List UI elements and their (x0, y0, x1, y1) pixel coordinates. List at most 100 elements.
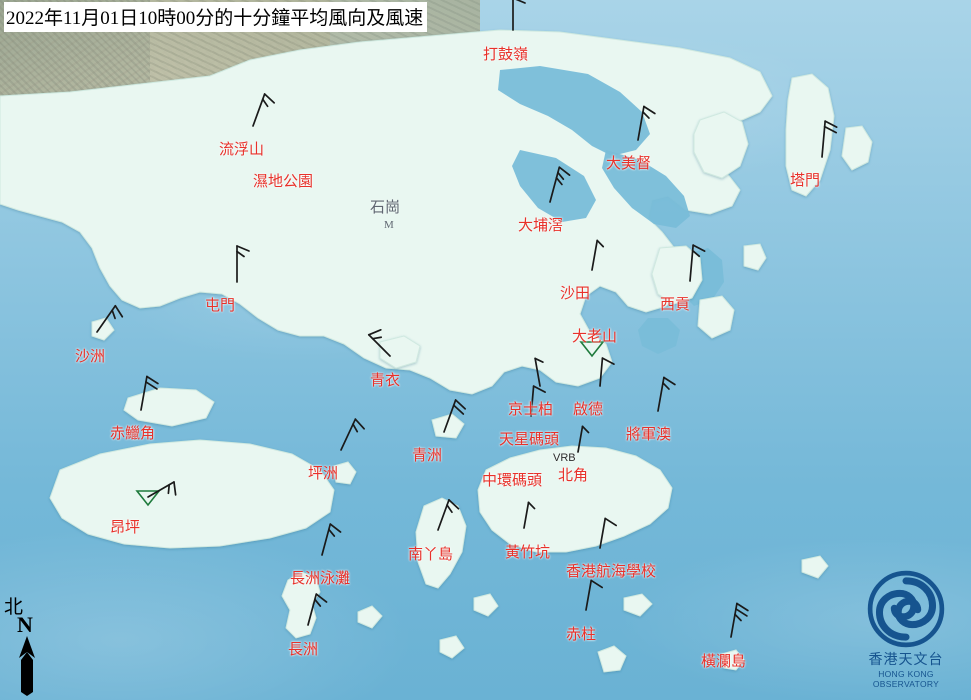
station-label-wetland-park: 濕地公園 (253, 174, 314, 190)
barb-full-feather (735, 608, 748, 617)
station-label-kings-park: 京士柏 (508, 402, 554, 418)
station-label-peng-chau: 坪洲 (308, 466, 339, 482)
barb-shaft (530, 385, 535, 417)
barb-full-feather (692, 244, 706, 253)
wind-barb-lau-fau-shan (252, 93, 276, 127)
barb-shaft (523, 501, 530, 529)
page-title: 2022年11月01日10時00分的十分鐘平均風向及風速 (4, 2, 428, 32)
barb-full-feather (146, 375, 159, 385)
barb-full-feather (824, 120, 838, 129)
wind-barb-star-ferry (530, 385, 546, 417)
barb-half-feather (527, 501, 536, 510)
barb-full-feather (263, 93, 276, 104)
wind-barb-sha-tin (591, 239, 605, 271)
barb-full-feather (532, 385, 546, 393)
barb-shaft (585, 579, 593, 611)
barb-shaft (577, 425, 584, 453)
barb-shaft (534, 357, 541, 387)
barb-half-feather (691, 249, 701, 258)
station-label-tap-mun: 塔門 (790, 173, 821, 189)
barb-full-feather (448, 499, 460, 510)
wind-barb-tai-po-kau (549, 166, 571, 203)
barb-half-feather (734, 613, 742, 622)
barb-full-feather (823, 125, 838, 134)
barb-full-feather (114, 304, 124, 318)
barb-full-feather (515, 0, 526, 4)
station-label-lamma-island: 南丫島 (408, 547, 454, 563)
barb-full-feather (367, 328, 382, 336)
station-label-central-pier: 中環碼頭 (482, 473, 543, 489)
barb-half-feather (596, 239, 605, 248)
wind-barb-sha-chau (96, 304, 124, 333)
barb-half-feather (371, 336, 383, 340)
station-label-ta-kwu-ling: 打鼓嶺 (483, 47, 529, 63)
area-sub-label-shek-kong: M (384, 219, 394, 231)
compass-north-letter: N (17, 612, 33, 637)
wind-barb-tuen-mun (236, 245, 250, 283)
station-label-chek-lap-kok: 赤鱲角 (110, 426, 156, 442)
wind-barb-cheung-chau-beach (321, 523, 342, 556)
station-label-sai-kung: 西貢 (660, 297, 691, 313)
barb-full-feather (604, 517, 618, 527)
barb-half-feather (662, 382, 670, 390)
barb-full-feather (663, 376, 676, 386)
wind-barb-ta-kwu-ling (512, 0, 526, 31)
station-label-lau-fau-shan: 流浮山 (219, 142, 265, 158)
station-label-tate-cairn-mm: 大美督 (606, 156, 652, 172)
hko-logo-chinese: 香港天文台 (868, 653, 944, 668)
station-label-wong-chuk-hang: 黃竹坑 (505, 545, 551, 561)
barb-shaft (147, 481, 175, 498)
wind-barb-tate-cairn-mm (637, 105, 656, 141)
vrb-indicator: VRB (553, 452, 576, 464)
wind-barb-lamma-island (437, 499, 460, 531)
station-label-hk-sea-school: 香港航海學校 (566, 564, 657, 580)
barb-full-feather (354, 418, 365, 430)
barb-half-feather (555, 177, 563, 186)
barb-half-feather (446, 504, 453, 514)
barb-full-feather (315, 593, 328, 603)
wind-barb-tap-mun (821, 120, 838, 158)
station-label-sha-chau: 沙洲 (75, 349, 106, 365)
barb-full-feather (558, 166, 571, 177)
station-label-waglan-island: 橫瀾島 (701, 654, 747, 670)
barb-full-feather (454, 399, 467, 410)
compass-north-chinese: 北 (4, 597, 24, 618)
barb-full-feather (329, 523, 342, 533)
barb-full-feather (173, 481, 177, 496)
wind-barb-kings-park (534, 357, 544, 387)
station-label-tsing-yi: 青衣 (370, 373, 401, 389)
station-label-tsing-chau: 青洲 (412, 448, 443, 464)
barb-half-feather (642, 111, 650, 119)
wind-barb-tates-cairn (579, 341, 605, 358)
wind-barb-waglan-island (730, 602, 749, 638)
barb-full-feather (601, 357, 615, 365)
barb-half-feather (328, 528, 336, 537)
barb-half-feather (236, 250, 245, 258)
wind-barb-cheung-chau (307, 593, 328, 626)
calm-symbol-icon (135, 490, 161, 507)
wind-barb-stanley (585, 579, 604, 611)
hko-logo-english: HONG KONG OBSERVATORY (872, 669, 940, 689)
barb-shaft (599, 517, 607, 549)
station-label-tseung-kwan-o: 將軍澳 (626, 427, 672, 443)
barb-half-feather (581, 425, 590, 434)
station-label-tai-po-kau: 大埔滘 (518, 218, 564, 234)
wind-barb-tsing-chau (443, 399, 467, 433)
barb-shaft (591, 239, 599, 271)
station-label-star-ferry: 天星碼頭 (499, 432, 560, 448)
wind-barb-tsing-yi (367, 328, 391, 357)
barb-full-feather (145, 381, 158, 390)
wind-barb-peng-chau (340, 418, 365, 451)
station-label-ngong-ping: 昂坪 (110, 520, 141, 536)
barb-half-feather (111, 309, 116, 320)
barb-full-feather (736, 602, 749, 612)
barb-full-feather (643, 105, 656, 115)
hko-logo-icon (867, 570, 945, 648)
station-label-kai-tak: 啟德 (573, 402, 604, 418)
wind-barb-chek-lap-kok (140, 375, 159, 411)
station-label-cheung-chau-beach: 長洲泳灘 (290, 571, 351, 587)
barb-full-feather (452, 404, 465, 415)
station-label-tuen-mun: 屯門 (205, 298, 236, 314)
